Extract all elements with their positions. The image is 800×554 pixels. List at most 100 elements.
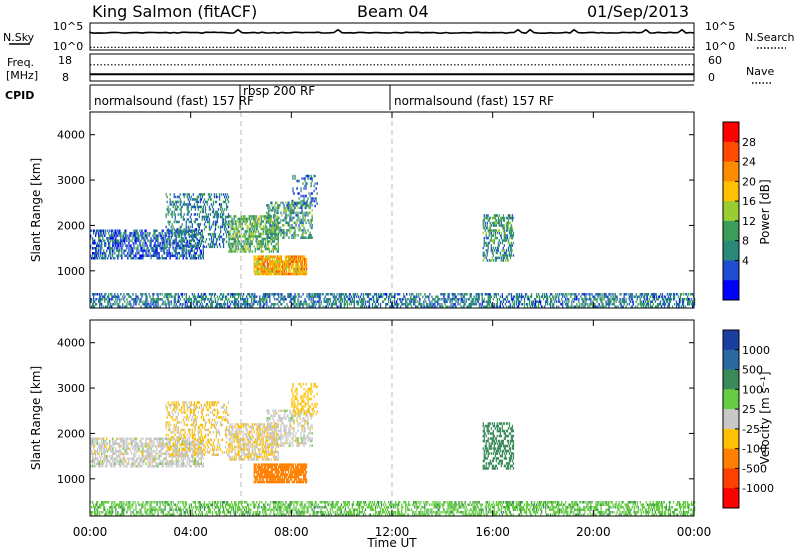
range-cell	[101, 232, 103, 235]
range-cell	[441, 293, 443, 296]
range-cell	[615, 295, 617, 298]
range-cell	[291, 272, 294, 276]
range-cell	[96, 247, 98, 250]
range-cell	[263, 260, 265, 263]
range-cell	[95, 298, 97, 301]
range-cell	[500, 231, 502, 235]
range-cell	[117, 254, 119, 257]
range-cell	[209, 195, 212, 199]
range-cell	[505, 239, 508, 242]
range-cell	[451, 305, 453, 308]
range-cell	[269, 222, 271, 226]
range-cell	[287, 267, 290, 271]
range-cell	[124, 445, 126, 448]
range-cell	[158, 232, 160, 235]
range-cell	[511, 226, 514, 230]
range-cell	[100, 447, 102, 450]
range-cell	[690, 293, 692, 296]
range-cell	[91, 442, 93, 445]
range-cell	[547, 303, 549, 306]
range-cell	[272, 303, 274, 306]
range-cell	[97, 437, 99, 440]
range-cell	[407, 305, 409, 308]
range-cell	[196, 300, 198, 303]
range-cell	[189, 225, 191, 229]
range-cell	[157, 244, 159, 247]
range-cell	[231, 300, 234, 303]
range-cell	[238, 232, 240, 236]
range-cell	[200, 300, 202, 303]
range-cell	[179, 228, 181, 231]
range-cell	[261, 262, 263, 266]
range-cell	[462, 295, 464, 298]
range-cell	[261, 257, 263, 261]
range-cell	[312, 197, 314, 200]
range-cell	[164, 237, 166, 240]
range-cell	[144, 242, 146, 245]
range-cell	[210, 298, 213, 301]
range-cell	[114, 442, 116, 445]
range-cell	[168, 233, 170, 236]
range-cell	[292, 234, 294, 237]
range-cell	[99, 244, 101, 247]
range-cell	[296, 214, 298, 217]
range-cell	[167, 229, 169, 232]
range-cell	[277, 224, 279, 227]
range-cell	[118, 305, 120, 308]
range-cell	[284, 298, 286, 301]
range-cell	[283, 219, 285, 222]
range-cell	[260, 215, 262, 218]
range-cell	[236, 293, 238, 296]
range-cell	[265, 295, 267, 298]
range-cell	[100, 460, 102, 463]
range-cell	[463, 303, 465, 306]
range-cell	[188, 203, 190, 206]
range-cell	[302, 303, 304, 306]
range-cell	[639, 300, 641, 303]
range-cell	[503, 226, 505, 230]
range-cell	[132, 447, 134, 450]
range-cell	[290, 260, 293, 263]
range-cell	[143, 249, 145, 252]
range-cell	[311, 236, 313, 239]
range-cell	[492, 216, 494, 220]
range-cell	[177, 200, 179, 204]
range-cell	[394, 300, 396, 303]
range-cell	[656, 303, 659, 306]
range-cell	[269, 255, 271, 258]
range-cell	[295, 267, 298, 271]
range-cell	[266, 272, 268, 276]
range-cell	[175, 239, 177, 242]
range-cell	[175, 237, 177, 240]
range-cell	[597, 293, 599, 296]
range-cell	[303, 177, 305, 180]
range-cell	[135, 452, 137, 455]
range-cell	[511, 305, 514, 308]
range-cell	[253, 295, 255, 298]
range-cell	[268, 216, 270, 220]
range-cell	[119, 249, 121, 252]
range-cell	[292, 226, 294, 230]
range-cell	[609, 293, 611, 296]
range-cell	[186, 230, 188, 234]
range-cell	[262, 267, 264, 271]
range-cell	[96, 457, 98, 460]
range-cell	[133, 244, 135, 247]
range-cell	[534, 300, 537, 303]
range-cell	[255, 222, 257, 226]
range-cell	[128, 295, 130, 298]
range-cell	[250, 295, 252, 298]
range-cell	[190, 303, 192, 306]
range-cell	[498, 219, 500, 222]
range-cell	[486, 221, 488, 225]
range-cell	[289, 224, 291, 227]
range-cell	[327, 305, 329, 308]
range-cell	[135, 442, 137, 445]
range-cell	[506, 236, 509, 240]
range-cell	[169, 198, 171, 201]
range-cell	[677, 303, 680, 306]
range-cell	[190, 230, 192, 234]
range-cell	[512, 234, 515, 237]
range-cell	[111, 247, 113, 250]
range-cell	[158, 244, 160, 247]
